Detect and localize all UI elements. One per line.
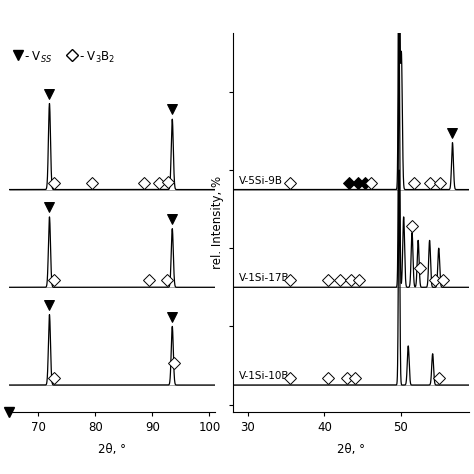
- Y-axis label: rel. Intensity, %: rel. Intensity, %: [211, 176, 225, 269]
- Text: - V$_{SS}$: - V$_{SS}$: [24, 50, 52, 65]
- X-axis label: 2θ, °: 2θ, °: [98, 443, 126, 456]
- Text: V-5Si-9B: V-5Si-9B: [239, 176, 283, 186]
- Text: V-1Si-10B: V-1Si-10B: [239, 371, 290, 381]
- Text: V-1Si-17B: V-1Si-17B: [239, 273, 290, 283]
- Text: - V$_3$B$_2$: - V$_3$B$_2$: [79, 50, 116, 65]
- X-axis label: 2θ, °: 2θ, °: [337, 443, 365, 456]
